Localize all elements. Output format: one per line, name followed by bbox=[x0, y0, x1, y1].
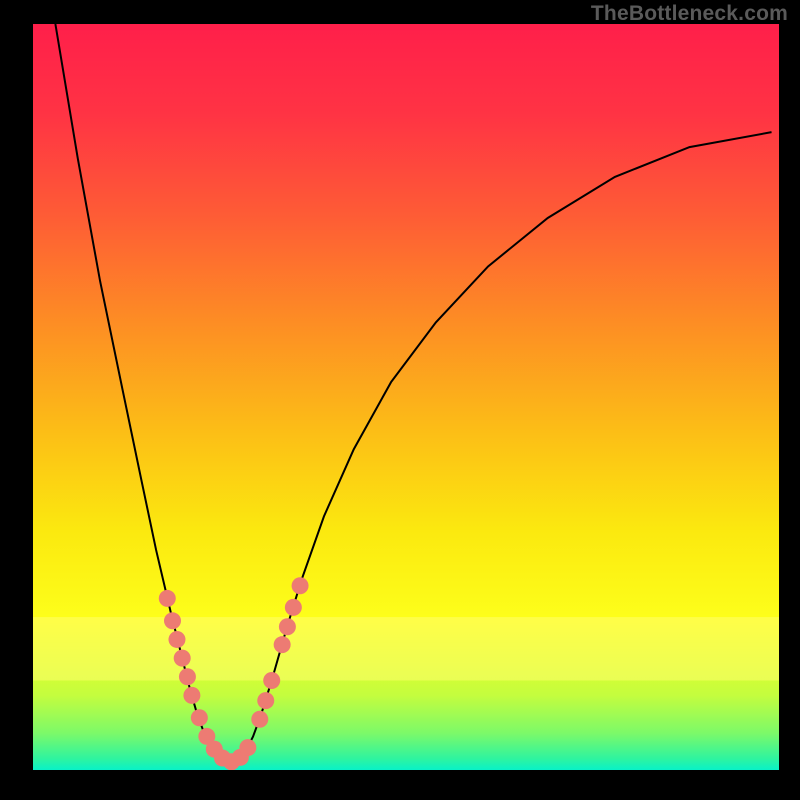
data-marker bbox=[251, 711, 268, 728]
data-marker bbox=[174, 650, 191, 667]
data-marker bbox=[257, 692, 274, 709]
data-marker bbox=[292, 577, 309, 594]
data-marker bbox=[274, 636, 291, 653]
data-marker bbox=[263, 672, 280, 689]
data-marker bbox=[168, 631, 185, 648]
data-marker bbox=[279, 618, 296, 635]
data-marker bbox=[191, 709, 208, 726]
highlight-band bbox=[33, 617, 779, 680]
data-marker bbox=[159, 590, 176, 607]
data-marker bbox=[179, 668, 196, 685]
watermark-label: TheBottleneck.com bbox=[591, 2, 788, 26]
chart-container: TheBottleneck.com bbox=[0, 0, 800, 800]
data-marker bbox=[239, 739, 256, 756]
bottleneck-chart bbox=[0, 0, 800, 800]
data-marker bbox=[164, 612, 181, 629]
data-marker bbox=[183, 687, 200, 704]
data-marker bbox=[285, 599, 302, 616]
